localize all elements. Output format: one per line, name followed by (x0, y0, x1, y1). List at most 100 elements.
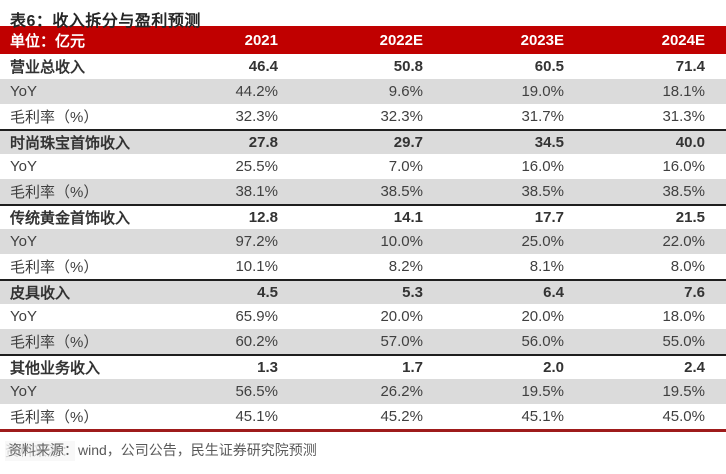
table-row: YoY 65.9% 20.0% 20.0% 18.0% (0, 304, 726, 329)
cell-value: 32.3% (235, 108, 278, 125)
table-row: YoY 56.5% 26.2% 19.5% 19.5% (0, 379, 726, 404)
cell-value: 57.0% (380, 333, 423, 350)
cell-value: 31.7% (521, 108, 564, 125)
cell-value: 8.2% (388, 258, 423, 275)
cell-value: 56.5% (235, 383, 278, 400)
cell-value: 14.1 (393, 209, 423, 226)
table-row: 营业总收入 46.4 50.8 60.5 71.4 (0, 54, 726, 79)
cell-value: 97.2% (235, 233, 278, 250)
cell-value: 34.5 (534, 134, 564, 151)
cell-value: 5.3 (402, 284, 423, 301)
cell-value: 19.5% (521, 383, 564, 400)
row-label: 毛利率（%） (10, 409, 99, 426)
cell-value: 17.7 (534, 209, 564, 226)
table-row: YoY 44.2% 9.6% 19.0% 18.1% (0, 79, 726, 104)
cell-value: 56.0% (521, 333, 564, 350)
cell-value: 16.0% (521, 158, 564, 175)
cell-value: 7.6 (684, 284, 705, 301)
table-title: 表6：收入拆分与盈利预测 (10, 13, 201, 30)
cell-value: 10.0% (380, 233, 423, 250)
table-row: 毛利率（%） 60.2% 57.0% 56.0% 55.0% (0, 329, 726, 354)
row-label: YoY (10, 83, 37, 100)
table-row: 毛利率（%） 38.1% 38.5% 38.5% 38.5% (0, 179, 726, 204)
cell-value: 45.0% (662, 408, 705, 425)
row-label: YoY (10, 158, 37, 175)
table-row: 毛利率（%） 32.3% 32.3% 31.7% 31.3% (0, 104, 726, 129)
table-row: 时尚珠宝首饰收入 27.8 29.7 34.5 40.0 (0, 129, 726, 154)
cell-value: 31.3% (662, 108, 705, 125)
cell-value: 20.0% (521, 308, 564, 325)
table-row: 皮具收入 4.5 5.3 6.4 7.6 (0, 279, 726, 304)
cell-value: 71.4 (675, 58, 705, 75)
row-label: 时尚珠宝首饰收入 (10, 135, 131, 152)
cell-value: 25.5% (235, 158, 278, 175)
row-label: 营业总收入 (10, 59, 86, 76)
cell-value: 40.0 (675, 134, 705, 151)
cell-value: 60.2% (235, 333, 278, 350)
cell-value: 26.2% (380, 383, 423, 400)
cell-value: 1.3 (257, 359, 278, 376)
cell-value: 44.2% (235, 83, 278, 100)
cell-value: 38.5% (662, 183, 705, 200)
table-row: 传统黄金首饰收入 12.8 14.1 17.7 21.5 (0, 204, 726, 229)
table-row: 毛利率（%） 45.1% 45.2% 45.1% 45.0% (0, 404, 726, 429)
cell-value: 18.0% (662, 308, 705, 325)
cell-value: 12.8 (248, 209, 278, 226)
cell-value: 32.3% (380, 108, 423, 125)
cell-value: 38.5% (521, 183, 564, 200)
row-label: 毛利率（%） (10, 109, 99, 126)
cell-value: 22.0% (662, 233, 705, 250)
cell-value: 38.1% (235, 183, 278, 200)
cell-value: 9.6% (388, 83, 423, 100)
cell-value: 60.5 (534, 58, 564, 75)
cell-value: 19.0% (521, 83, 564, 100)
table-row: YoY 97.2% 10.0% 25.0% 22.0% (0, 229, 726, 254)
cell-value: 7.0% (388, 158, 423, 175)
table-header-row: 单位：亿元 2021 2022E 2023E 2024E (0, 26, 726, 54)
cell-value: 65.9% (235, 308, 278, 325)
row-label: 毛利率（%） (10, 334, 99, 351)
source-note: 资料来源： 资料来源：wind，公司公告，民生证券研究院预测 (0, 432, 726, 461)
cell-value: 8.1% (529, 258, 564, 275)
row-label: 毛利率（%） (10, 184, 99, 201)
cell-value: 45.1% (521, 408, 564, 425)
cell-value: 20.0% (380, 308, 423, 325)
row-label: YoY (10, 383, 37, 400)
cell-value: 55.0% (662, 333, 705, 350)
cell-value: 27.8 (248, 134, 278, 151)
row-label: 传统黄金首饰收入 (10, 210, 131, 227)
column-header-2023e: 2023E (520, 31, 564, 49)
column-header-2021: 2021 (244, 31, 278, 49)
cell-value: 29.7 (393, 134, 423, 151)
row-label: YoY (10, 308, 37, 325)
cell-value: 50.8 (393, 58, 423, 75)
cell-value: 1.7 (402, 359, 423, 376)
cell-value: 38.5% (380, 183, 423, 200)
row-label: 其他业务收入 (10, 360, 101, 377)
cell-value: 25.0% (521, 233, 564, 250)
column-header-2022e: 2022E (379, 31, 423, 49)
source-note-prefix: 资料来源： (8, 442, 78, 458)
table-bottom-rule (0, 429, 726, 432)
row-label: 皮具收入 (10, 285, 71, 302)
column-header-2024e: 2024E (661, 31, 705, 49)
cell-value: 46.4 (248, 58, 278, 75)
cell-value: 21.5 (675, 209, 705, 226)
cell-value: 18.1% (662, 83, 705, 100)
cell-value: 19.5% (662, 383, 705, 400)
row-label: 毛利率（%） (10, 259, 99, 276)
cell-value: 4.5 (257, 284, 278, 301)
cell-value: 2.4 (684, 359, 705, 376)
table-body: 营业总收入 46.4 50.8 60.5 71.4 YoY 44.2% 9.6%… (0, 54, 726, 429)
table-row: 毛利率（%） 10.1% 8.2% 8.1% 8.0% (0, 254, 726, 279)
cell-value: 45.2% (380, 408, 423, 425)
unit-label: 单位：亿元 (10, 32, 86, 50)
cell-value: 2.0 (543, 359, 564, 376)
table-row: YoY 25.5% 7.0% 16.0% 16.0% (0, 154, 726, 179)
cell-value: 8.0% (670, 258, 705, 275)
table-row: 其他业务收入 1.3 1.7 2.0 2.4 (0, 354, 726, 379)
source-note-text: wind，公司公告，民生证券研究院预测 (78, 442, 317, 458)
row-label: YoY (10, 233, 37, 250)
cell-value: 6.4 (543, 284, 564, 301)
